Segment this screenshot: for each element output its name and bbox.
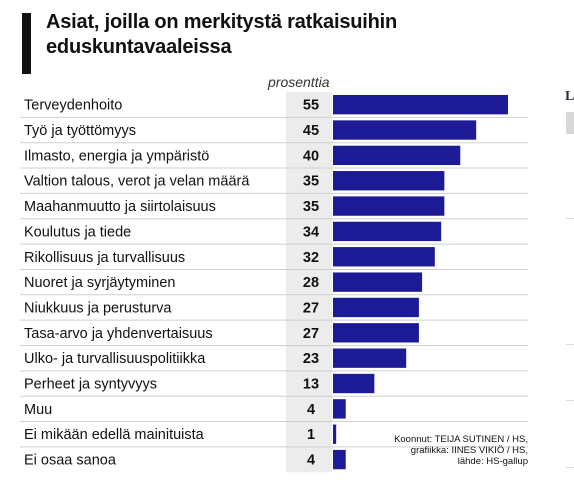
value-label: 40 [303,148,319,164]
category-label: Valtion talous, verot ja velan määrä [24,174,250,190]
value-column-background [286,92,332,473]
bar [333,297,419,318]
value-label: 35 [303,174,319,190]
bar [333,247,435,267]
value-column-header: prosenttia [268,74,330,90]
bar [333,221,442,242]
value-label: 23 [303,351,319,367]
value-label: 27 [303,300,319,316]
bar [333,323,419,343]
bar [333,171,445,191]
value-label: 4 [307,402,315,418]
category-label: Koulutus ja tiede [24,224,131,240]
bar [333,373,375,394]
value-label: 27 [303,326,319,342]
bar [333,348,407,368]
chart-title: Asiat, joilla on merkitystä ratkaisuihin… [46,11,398,58]
bar [333,95,508,115]
credits: Koonnut: TEIJA SUTINEN / HS, grafiikka: … [370,434,528,467]
bar [333,399,346,419]
value-label: 55 [303,98,319,114]
adjacent-page-divider [566,467,574,468]
category-label: Ei osaa sanoa [24,453,117,469]
bar [333,196,445,216]
title-accent-bar [22,13,31,74]
value-label: 4 [307,453,315,469]
credits-line-2: grafiikka: IINES VIKIÖ / HS, [410,445,528,456]
value-label: 34 [303,224,319,240]
value-label: 28 [303,275,319,291]
category-label: Perheet ja syntyvyys [24,377,157,393]
value-label: 32 [303,250,319,266]
bar [333,424,337,444]
value-label: 13 [303,377,319,393]
bar [333,449,346,470]
bar [333,120,477,140]
category-label: Rikollisuus ja turvallisuus [24,250,185,266]
category-label: Ulko- ja turvallisuuspolitiikka [24,351,206,367]
bar [333,272,423,292]
adjacent-page-divider [566,400,574,401]
category-label: Työ ja työttömyys [24,123,136,139]
category-label: Ilmasto, energia ja ympäristö [24,148,209,164]
category-label: Muu [24,402,52,418]
credits-line-1: Koonnut: TEIJA SUTINEN / HS, [394,434,528,445]
adjacent-page-divider [566,344,574,345]
value-label: 1 [307,427,315,443]
credits-line-3: lähde: HS-gallup [457,456,528,467]
bar [333,145,461,166]
category-label: Ei mikään edellä mainituista [24,427,205,443]
value-label: 45 [303,123,319,139]
category-label: Niukkuus ja perusturva [24,300,172,316]
category-label: Terveydenhoito [24,98,122,114]
adjacent-page-letter: L [565,89,574,104]
value-label: 35 [303,199,319,215]
category-label: Tasa-arvo ja yhdenvertaisuus [24,326,213,342]
adjacent-page-divider [566,218,574,219]
category-label: Nuoret ja syrjäytyminen [24,275,176,291]
adjacent-page-block [566,112,574,134]
category-label: Maahanmuutto ja siirtolaisuus [24,199,216,215]
